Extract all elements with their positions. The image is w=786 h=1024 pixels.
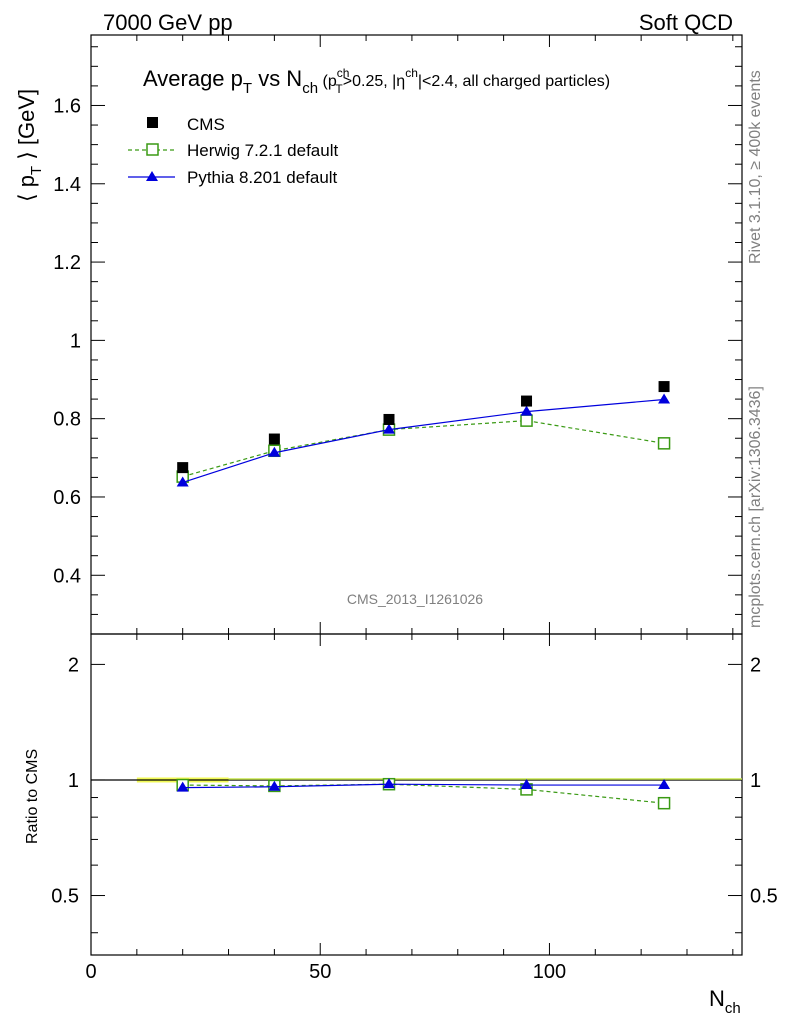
legend-cms-marker <box>147 117 158 128</box>
rivet-version-label: Rivet 3.1.10, ≥ 400k events <box>747 70 764 264</box>
pythia-ratio-point <box>176 781 189 792</box>
herwig-line <box>182 420 665 478</box>
pythia-ratio-point <box>520 779 533 790</box>
herwig-point <box>657 437 671 450</box>
cms-point <box>177 462 189 474</box>
ratio-tick-label: 2 <box>68 654 79 676</box>
ratio-tick-label: 1 <box>68 770 79 792</box>
legend-pythia-label: Pythia 8.201 default <box>187 168 338 187</box>
y-tick-label: 1 <box>70 330 81 352</box>
pythia-ratio-point <box>268 780 281 791</box>
analysis-watermark: CMS_2013_I1261026 <box>347 591 483 607</box>
header-right: Soft QCD <box>639 10 733 35</box>
ratio-tick-label: 0.5 <box>51 886 79 908</box>
x-axis-ticks: 0 50 100 <box>85 35 734 983</box>
x-tick-label: 0 <box>85 961 96 983</box>
x-axis-label: Nch <box>709 986 741 1017</box>
pythia-point <box>176 476 189 487</box>
ratio-axis-label: Ratio to CMS <box>24 749 41 844</box>
pythia-ratio-series <box>176 778 671 792</box>
legend-herwig-label: Herwig 7.2.1 default <box>187 141 338 160</box>
cms-point <box>268 433 280 445</box>
ratio-tick-label-right: 2 <box>750 654 761 676</box>
cms-point <box>383 413 395 425</box>
x-tick-label: 100 <box>533 961 566 983</box>
legend: CMS Herwig 7.2.1 default Pythia 8.201 de… <box>128 115 338 187</box>
ratio-plot-frame <box>90 633 743 956</box>
herwig-point <box>520 414 533 427</box>
pythia-point <box>658 393 671 404</box>
herwig-ratio-point <box>657 796 671 810</box>
y-tick-label: 1.2 <box>53 252 81 274</box>
pythia-point <box>520 405 533 416</box>
header-left: 7000 GeV pp <box>103 10 233 35</box>
y-tick-label: 0.4 <box>53 565 81 587</box>
y-axis-label: ⟨ pT ⟩ [GeV] <box>14 89 45 202</box>
legend-herwig-marker <box>146 143 159 156</box>
ratio-tick-label-right: 0.5 <box>750 886 778 908</box>
pythia-ratio-point <box>382 778 395 789</box>
pythia-ratio-point <box>658 779 671 790</box>
y-tick-label: 0.8 <box>53 409 81 431</box>
cms-series <box>177 381 670 474</box>
ratio-tick-label-right: 1 <box>750 770 761 792</box>
mcplots-label: mcplots.cern.ch [arXiv:1306.3436] <box>747 386 764 628</box>
y-tick-label: 0.6 <box>53 487 81 509</box>
cms-point <box>658 381 670 393</box>
pythia-point <box>382 423 395 434</box>
y-tick-label: 1.6 <box>53 95 81 117</box>
x-tick-label: 50 <box>309 961 331 983</box>
y-tick-label: 1.4 <box>53 174 81 196</box>
legend-cms-label: CMS <box>187 115 225 134</box>
y-axis-ticks: 0.4 0.6 0.8 1 1.2 1.4 1.6 <box>53 46 742 615</box>
pythia-line <box>182 398 665 484</box>
herwig-ratio-series <box>176 777 671 810</box>
cms-point <box>521 395 533 407</box>
plot-title: Average pT vs Nch (pch T>0.25, |ηch|<2.4,… <box>143 66 610 97</box>
ratio-axis-ticks: 0.5 0.5 1 1 2 2 <box>51 654 778 934</box>
pythia-point <box>268 446 281 457</box>
pythia-series <box>176 393 671 487</box>
legend-pythia-marker <box>146 171 158 181</box>
